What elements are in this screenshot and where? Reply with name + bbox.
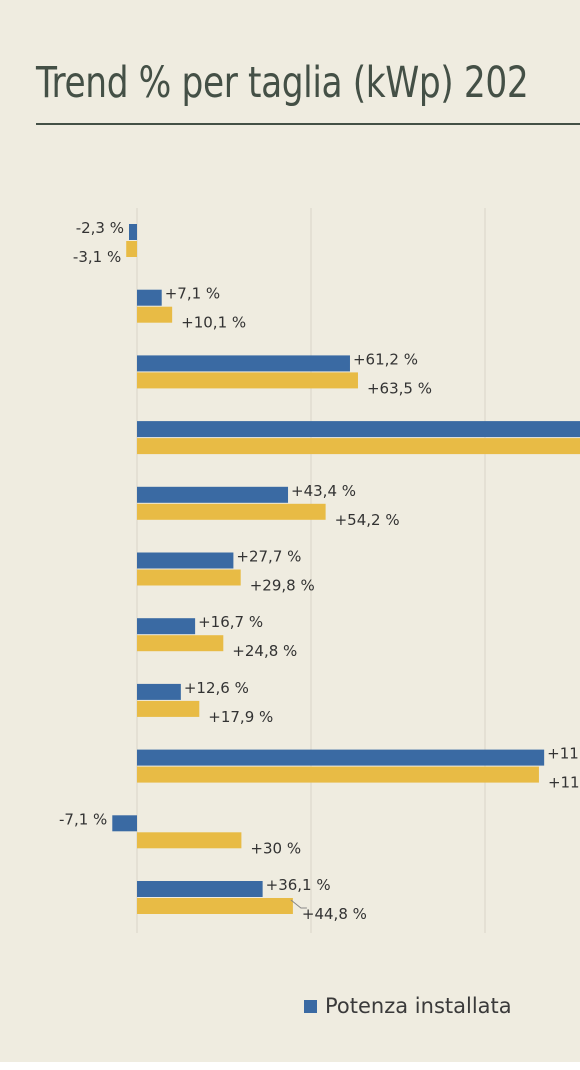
bar-s2-2 bbox=[137, 306, 173, 323]
bar-s1-8 bbox=[137, 683, 181, 700]
data-label-s1-9: +117 bbox=[547, 745, 580, 763]
bar-s1-11 bbox=[137, 881, 263, 897]
data-label-s1-7: +16,7 % bbox=[198, 613, 263, 631]
bar-s1-4 bbox=[137, 421, 580, 438]
legend: Potenza installata bbox=[304, 994, 512, 1018]
data-label-s1-10: -7,1 % bbox=[59, 810, 107, 828]
data-label-s1-8: +12,6 % bbox=[184, 679, 249, 697]
data-label-s2-6: +29,8 % bbox=[250, 577, 315, 595]
bar-s1-9 bbox=[137, 749, 545, 766]
bar-s2-7 bbox=[137, 635, 224, 652]
title-underline bbox=[36, 123, 580, 125]
bar-s2-10 bbox=[137, 832, 242, 849]
data-label-s1-6: +27,7 % bbox=[236, 548, 301, 566]
bar-s1-5 bbox=[137, 486, 289, 503]
data-label-s1-5: +43,4 % bbox=[291, 482, 356, 500]
data-label-s1-2: +7,1 % bbox=[165, 285, 220, 303]
data-label-s2-9: +115 bbox=[548, 774, 580, 792]
data-label-s2-8: +17,9 % bbox=[208, 708, 273, 726]
bar-s2-1 bbox=[126, 241, 137, 257]
data-label-s2-11: +44,8 % bbox=[302, 905, 367, 923]
legend-label-potenza: Potenza installata bbox=[325, 994, 512, 1018]
data-label-s2-2: +10,1 % bbox=[181, 314, 246, 332]
bar-s2-3 bbox=[137, 372, 358, 389]
data-label-s2-10: +30 % bbox=[250, 839, 301, 857]
bar-s2-11 bbox=[137, 898, 293, 914]
data-label-s2-7: +24,8 % bbox=[232, 642, 297, 660]
data-label-s2-5: +54,2 % bbox=[335, 511, 400, 529]
bar-s1-6 bbox=[137, 552, 234, 569]
bar-s2-8 bbox=[137, 700, 200, 717]
bar-s1-10 bbox=[112, 815, 137, 832]
data-label-s1-1: -2,3 % bbox=[76, 219, 124, 237]
label-leader-line bbox=[290, 899, 307, 909]
bar-s1-2 bbox=[137, 289, 162, 306]
bar-s2-6 bbox=[137, 569, 241, 586]
bar-s1-7 bbox=[137, 618, 196, 635]
data-label-s2-1: -3,1 % bbox=[73, 248, 121, 266]
chart-title: Trend % per taglia (kWp) 202 bbox=[36, 58, 529, 108]
legend-swatch-potenza bbox=[304, 999, 317, 1013]
data-label-s2-3: +63,5 % bbox=[367, 379, 432, 397]
bar-s1-3 bbox=[137, 355, 350, 372]
bar-s1-1 bbox=[128, 224, 137, 240]
data-label-s1-11: +36,1 % bbox=[266, 876, 331, 894]
bar-s2-5 bbox=[137, 503, 326, 520]
bar-s2-9 bbox=[137, 766, 539, 783]
bar-s2-4 bbox=[137, 438, 580, 455]
data-label-s1-3: +61,2 % bbox=[353, 350, 418, 368]
